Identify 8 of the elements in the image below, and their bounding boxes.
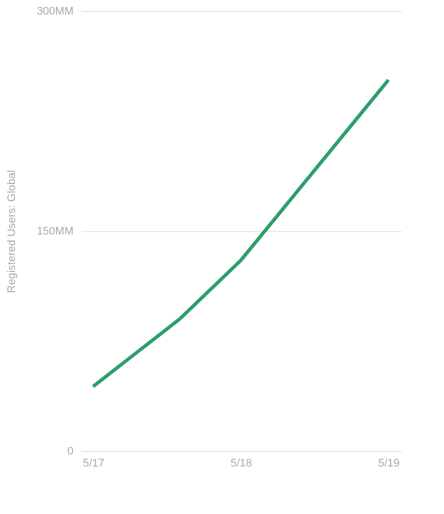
y-tick-label: 300MM <box>36 6 74 18</box>
x-tick-label: 5/17 <box>82 458 104 470</box>
y-tick-label: 150MM <box>36 226 74 238</box>
x-tick-label: 5/19 <box>378 458 400 470</box>
x-tick-label: 5/18 <box>230 458 252 470</box>
y-tick-label: 0 <box>67 446 74 458</box>
line-series <box>91 78 390 388</box>
y-axis-title: Registered Users: Global <box>6 170 18 293</box>
